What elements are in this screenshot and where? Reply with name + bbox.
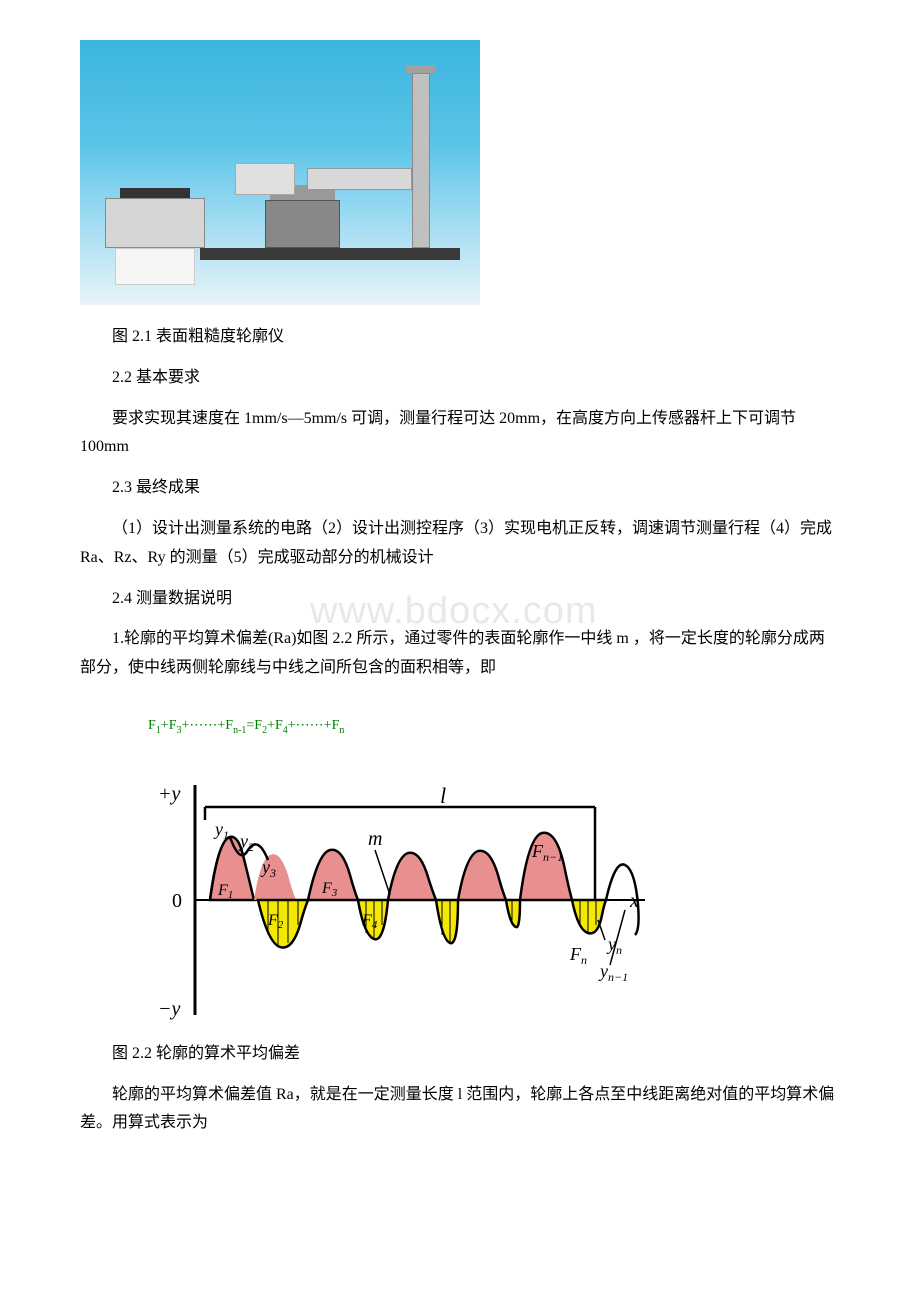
svg-text:Fn: Fn xyxy=(569,944,587,967)
svg-text:−y: −y xyxy=(158,998,180,1020)
section-2-3-heading: 2.3 最终成果 xyxy=(80,474,840,503)
svg-text:yn−1: yn−1 xyxy=(598,961,628,984)
photo-sensor xyxy=(235,163,295,195)
photo-printer-top xyxy=(120,188,190,198)
photo-stage xyxy=(265,200,340,248)
photo-printer xyxy=(105,198,205,248)
figure-2-1-photo xyxy=(80,40,480,305)
figure-2-2-diagram: F1+F3+⋯⋯+Fn-1=F2+F4+⋯⋯+Fn xyxy=(140,713,660,1025)
svg-text:l: l xyxy=(440,783,446,808)
svg-text:y1: y1 xyxy=(213,819,229,842)
svg-text:+y: +y xyxy=(158,783,180,805)
photo-base xyxy=(200,248,460,260)
section-2-4-body: 1.轮廓的平均算术偏差(Ra)如图 2.2 所示，通过零件的表面轮廓作一中线 m… xyxy=(80,625,840,683)
profile-curve-svg: +y −y 0 l x m y1 y2 y3 F1 F3 Fn−1 F2 F4 … xyxy=(140,765,660,1025)
closing-body: 轮廓的平均算术偏差值 Ra，就是在一定测量长度 l 范围内，轮廓上各点至中线距离… xyxy=(80,1081,840,1139)
svg-text:yn: yn xyxy=(606,934,622,957)
svg-text:x: x xyxy=(629,890,639,912)
photo-paper xyxy=(115,248,195,285)
figure-2-2-caption: 图 2.2 轮廓的算术平均偏差 xyxy=(80,1040,840,1069)
diagram-formula: F1+F3+⋯⋯+Fn-1=F2+F4+⋯⋯+Fn xyxy=(148,713,660,740)
section-2-4-heading: 2.4 测量数据说明 xyxy=(80,585,840,614)
section-2-2-heading: 2.2 基本要求 xyxy=(80,364,840,393)
photo-arm xyxy=(307,168,412,190)
photo-column-top xyxy=(406,65,436,73)
svg-text:0: 0 xyxy=(172,890,182,912)
svg-text:y2: y2 xyxy=(238,831,254,854)
section-2-3-body: （1）设计出测量系统的电路（2）设计出测控程序（3）实现电机正反转，调速调节测量… xyxy=(80,515,840,573)
svg-text:m: m xyxy=(368,828,382,850)
photo-column xyxy=(412,73,430,248)
figure-2-1-caption: 图 2.1 表面粗糙度轮廓仪 xyxy=(80,323,840,352)
section-2-2-body: 要求实现其速度在 1mm/s—5mm/s 可调，测量行程可达 20mm，在高度方… xyxy=(80,405,840,463)
